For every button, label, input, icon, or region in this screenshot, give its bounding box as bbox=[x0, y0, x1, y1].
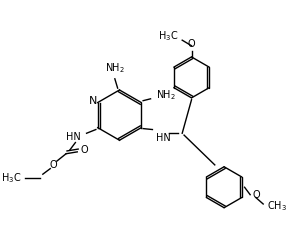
Text: NH$_2$: NH$_2$ bbox=[105, 61, 125, 75]
Text: N: N bbox=[89, 96, 97, 106]
Text: O: O bbox=[49, 160, 57, 170]
Text: H$_3$C: H$_3$C bbox=[1, 171, 21, 185]
Text: HN: HN bbox=[66, 132, 81, 142]
Text: HN: HN bbox=[156, 133, 171, 143]
Text: H$_3$C: H$_3$C bbox=[158, 30, 178, 43]
Text: O: O bbox=[188, 39, 195, 49]
Text: CH$_3$: CH$_3$ bbox=[267, 199, 287, 213]
Text: NH$_2$: NH$_2$ bbox=[156, 88, 176, 102]
Text: O: O bbox=[81, 145, 88, 155]
Text: O: O bbox=[252, 190, 260, 200]
